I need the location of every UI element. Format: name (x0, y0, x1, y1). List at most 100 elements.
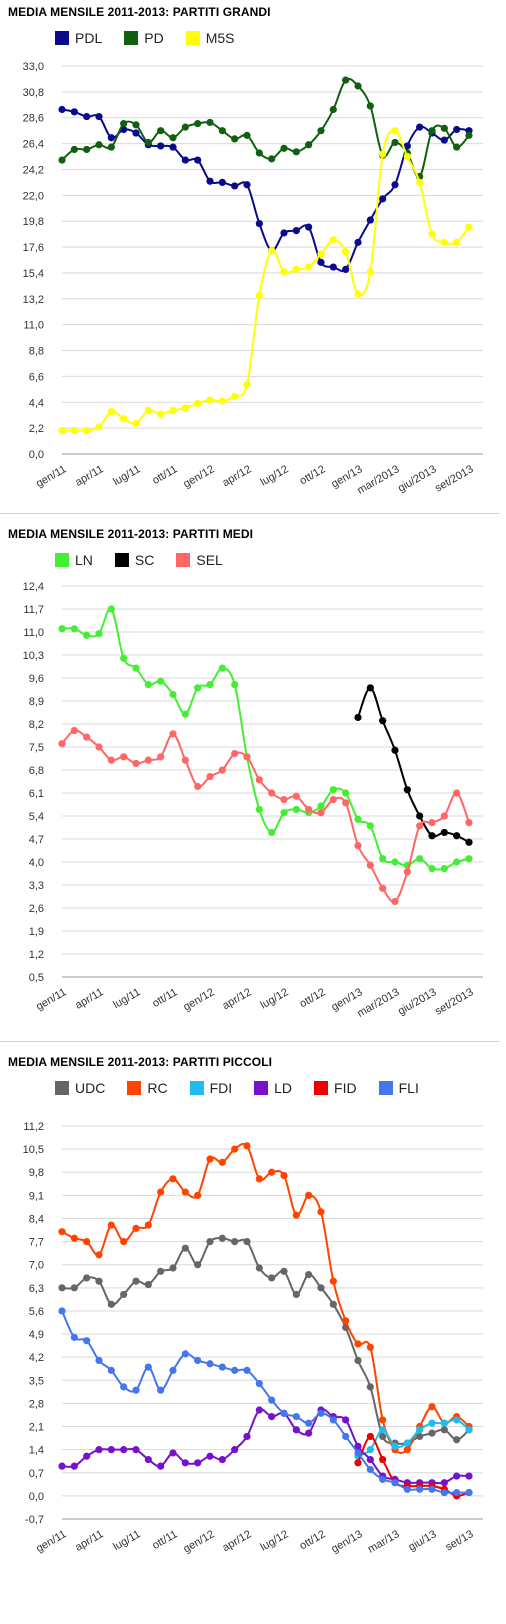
data-point-m5s (428, 230, 436, 238)
series-line-ld (61, 1408, 470, 1485)
data-point-sel (144, 756, 152, 764)
data-point-udc (280, 1267, 288, 1275)
data-point-udc (169, 1264, 177, 1272)
data-point-sel (440, 812, 448, 820)
x-tick-label: set/2013 (433, 463, 476, 494)
data-point-udc (329, 1300, 337, 1308)
data-point-pdl (181, 156, 189, 164)
y-tick-label: 17,6 (23, 242, 44, 254)
data-point-m5s (403, 152, 411, 161)
data-point-udc (268, 1274, 276, 1282)
data-point-rc (206, 1155, 214, 1163)
data-point-ln (329, 786, 337, 794)
x-tick-label: apr/12 (220, 1528, 253, 1554)
data-point-ld (354, 1442, 362, 1450)
y-tick-label: 6,1 (29, 788, 44, 800)
data-point-ld (144, 1455, 152, 1464)
y-tick-label: 26,4 (23, 139, 44, 151)
legend-swatch (55, 553, 69, 567)
data-point-ln (255, 805, 263, 814)
y-tick-label: 13,2 (23, 294, 44, 306)
y-tick-label: 24,2 (23, 164, 44, 176)
data-point-ln (453, 858, 461, 866)
legend-item-fdi: FDI (189, 1080, 232, 1096)
y-tick-label: 1,9 (29, 926, 44, 938)
x-tick-label: apr/12 (220, 463, 253, 489)
x-tick-label: mar/2013 (355, 463, 401, 497)
data-point-pdl (157, 142, 165, 150)
data-point-sel (120, 753, 128, 761)
data-point-sel (132, 759, 140, 768)
data-point-m5s (280, 268, 288, 276)
data-point-fdi (440, 1419, 448, 1427)
y-tick-label: -0,7 (25, 1514, 44, 1526)
data-point-rc (107, 1221, 115, 1229)
data-point-m5s (243, 381, 251, 389)
y-tick-label: 4,2 (29, 1352, 44, 1364)
data-point-m5s (329, 236, 337, 244)
data-point-sel (342, 799, 350, 807)
data-point-rc (132, 1224, 140, 1232)
data-point-sc (391, 746, 399, 754)
data-point-ln (391, 858, 399, 866)
data-point-ln (465, 855, 473, 863)
data-point-rc (280, 1171, 288, 1180)
series-line-fdi (357, 1418, 470, 1458)
data-point-sel (268, 789, 276, 797)
legend-swatch (176, 553, 191, 567)
x-tick-label: gen/12 (181, 986, 216, 1013)
data-point-m5s (70, 426, 78, 435)
data-point-sel (391, 897, 399, 906)
data-point-ln (120, 654, 128, 662)
data-point-pdl (305, 223, 313, 231)
y-tick-label: 9,1 (29, 1190, 44, 1202)
y-tick-label: 2,6 (29, 903, 44, 915)
data-point-fli (305, 1419, 313, 1427)
data-point-sel (169, 730, 177, 738)
chart-title: MEDIA MENSILE 2011-2013: PARTITI GRANDI (8, 5, 271, 19)
data-point-pd (440, 124, 448, 132)
data-point-pd (354, 82, 362, 90)
x-tick-label: giu/13 (407, 1528, 439, 1553)
data-point-udc (416, 1432, 424, 1441)
x-tick-label: apr/12 (220, 986, 253, 1012)
x-tick-label: ott/11 (150, 1528, 179, 1552)
data-point-m5s (305, 263, 313, 271)
data-point-fli (280, 1409, 288, 1417)
data-point-sel (403, 868, 411, 876)
data-point-udc (366, 1383, 374, 1391)
data-point-ln (416, 855, 424, 863)
data-point-fli (440, 1488, 448, 1497)
data-point-sel (465, 818, 473, 827)
data-point-sel (366, 861, 374, 869)
chart-title: MEDIA MENSILE 2011-2013: PARTITI MEDI (8, 527, 254, 541)
data-point-m5s (231, 392, 239, 400)
data-point-fli (416, 1485, 424, 1493)
data-point-pdl (132, 129, 140, 137)
data-point-pdl (206, 177, 214, 185)
data-point-fid (379, 1455, 387, 1464)
data-point-fdi (416, 1426, 424, 1434)
data-point-pdl (453, 125, 461, 134)
data-point-pdl (391, 181, 399, 189)
data-point-pdl (218, 178, 226, 186)
data-point-pd (465, 131, 473, 139)
data-point-sc (428, 832, 436, 840)
data-point-fli (243, 1366, 251, 1374)
data-point-fli (379, 1475, 387, 1483)
data-point-ln (268, 828, 276, 837)
data-point-fdi (379, 1426, 387, 1434)
data-point-ld (157, 1462, 165, 1470)
data-point-sel (243, 753, 251, 761)
data-point-pd (243, 131, 251, 139)
y-tick-label: 7,5 (29, 742, 44, 754)
data-point-ld (95, 1446, 103, 1454)
x-tick-label: lug/12 (259, 463, 291, 488)
series-line-pdl (61, 108, 470, 272)
data-point-pdl (354, 238, 362, 246)
data-point-pd (329, 105, 337, 114)
data-point-m5s (268, 246, 276, 255)
data-point-udc (305, 1271, 313, 1279)
data-point-fli (206, 1360, 214, 1368)
legend-label: UDC (75, 1080, 106, 1096)
